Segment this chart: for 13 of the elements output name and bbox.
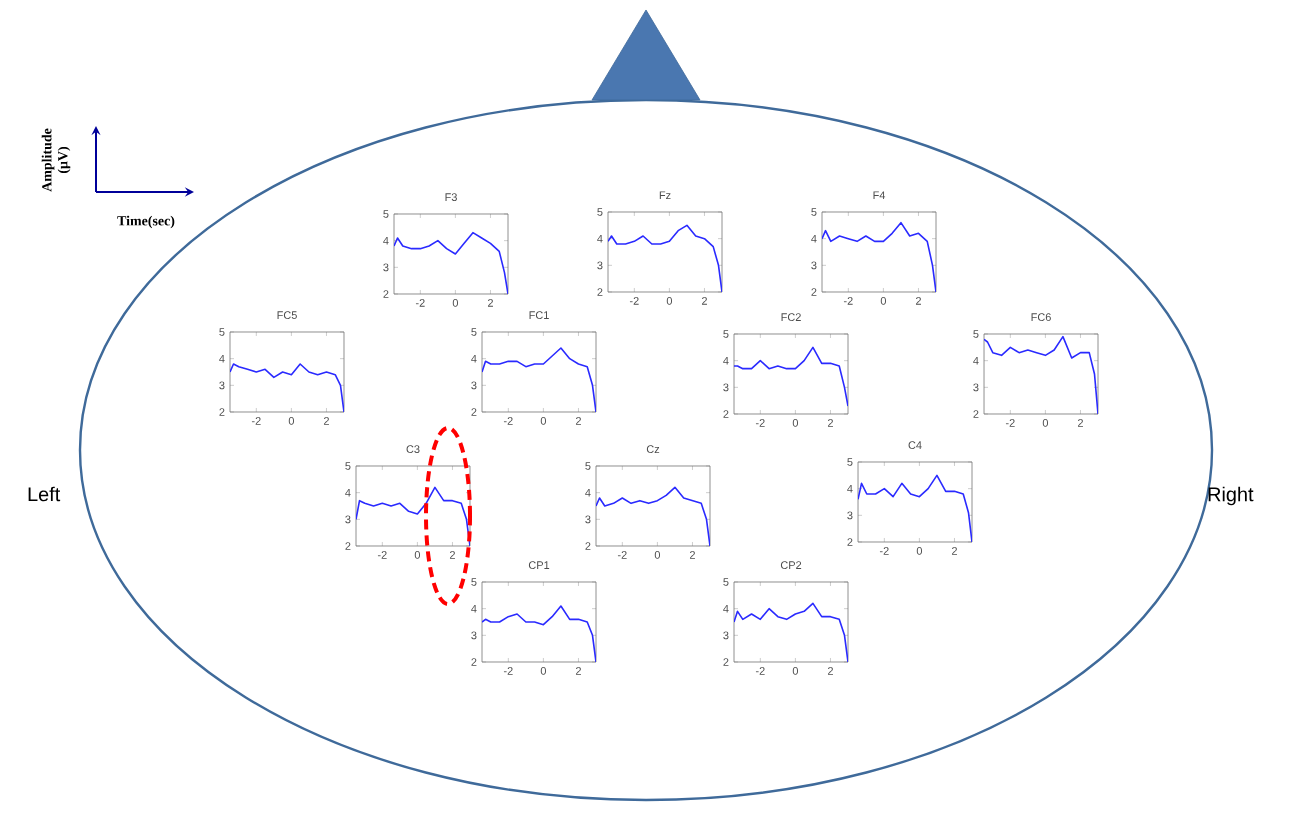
- line-series: [734, 602, 848, 662]
- line-series: [734, 346, 848, 407]
- text: Left: [28, 486, 61, 502]
- line-series: [356, 486, 470, 546]
- line-series: [230, 363, 344, 412]
- line-series: [984, 335, 1098, 414]
- line-series: [822, 221, 936, 292]
- line-series: [482, 605, 596, 662]
- line-series: [858, 474, 972, 542]
- text: Right: [1208, 486, 1254, 506]
- line-series: [394, 231, 508, 294]
- line-series: [608, 224, 722, 292]
- line-series: [482, 347, 596, 412]
